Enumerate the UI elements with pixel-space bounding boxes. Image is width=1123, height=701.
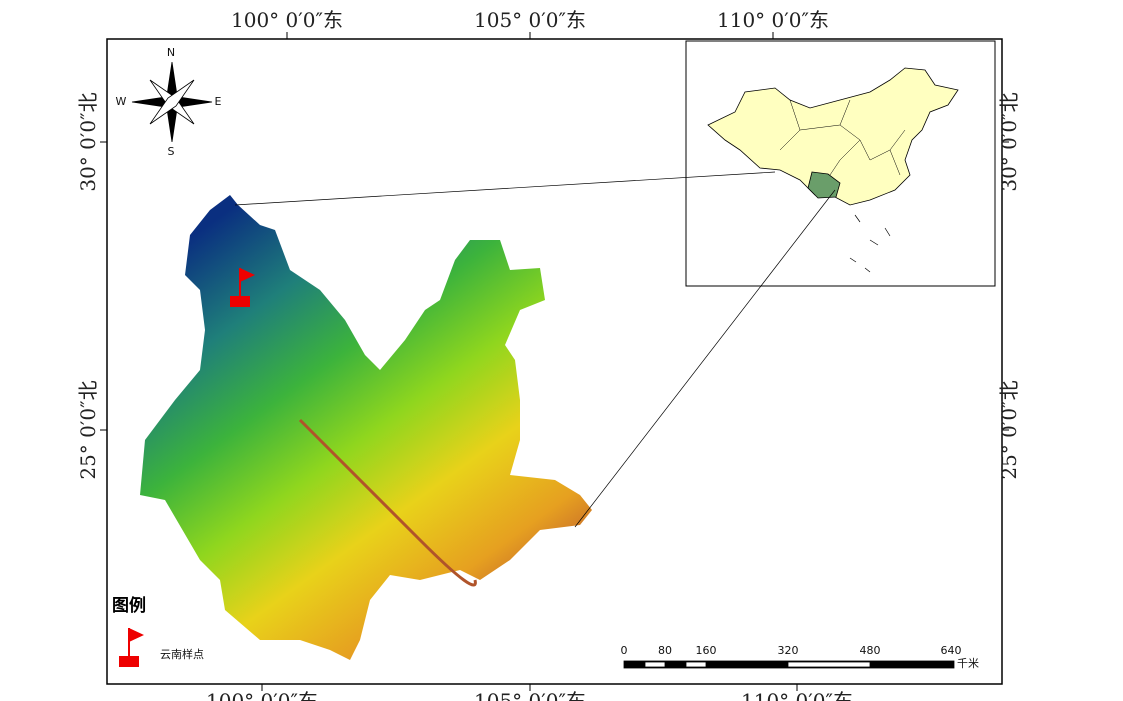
scale-tick-label: 80	[658, 644, 672, 657]
legend-flag	[119, 628, 144, 667]
scale-tick-label: 160	[696, 644, 717, 657]
left-coord-label: 30° 0′0″北	[76, 92, 100, 191]
compass-w: W	[116, 95, 127, 108]
compass-n: N	[167, 46, 175, 59]
scale-tick-label: 480	[860, 644, 881, 657]
right-coord-label: 25° 0′0″北	[997, 380, 1021, 479]
scale-tick-label: 320	[778, 644, 799, 657]
inset-provinces	[779, 99, 906, 176]
top-coord-label: 105° 0′0″东	[474, 8, 586, 32]
inset-islands	[849, 214, 891, 273]
river-valley	[298, 418, 477, 587]
legend-title: 图例	[112, 595, 146, 616]
legend-item: 云南样点	[160, 647, 204, 661]
bottom-coord-label: 105° 0′0″东	[474, 689, 586, 701]
compass-e: E	[215, 95, 222, 108]
bottom-coord-label: 110° 0′0″东	[741, 689, 853, 701]
connector-line	[234, 171, 776, 206]
right-coord-label: 30° 0′0″北	[997, 92, 1021, 191]
scale-tick-label: 0	[621, 644, 628, 657]
compass-s: S	[168, 145, 175, 158]
bottom-coord-label: 100° 0′0″东	[206, 689, 318, 701]
frame-ticks	[100, 32, 1009, 691]
china-outline	[707, 67, 959, 206]
scale-bar	[623, 660, 955, 669]
compass-rose	[131, 61, 213, 143]
left-coord-label: 25° 0′0″北	[76, 380, 100, 479]
yunnan-region	[140, 195, 592, 660]
top-coord-label: 110° 0′0″东	[717, 8, 829, 32]
top-coord-label: 100° 0′0″东	[231, 8, 343, 32]
connector-line	[574, 189, 836, 528]
inset-yunnan	[807, 171, 841, 199]
sample-point	[230, 268, 255, 307]
scale-tick-label: 640	[941, 644, 962, 657]
scale-unit: 千米	[957, 657, 979, 670]
